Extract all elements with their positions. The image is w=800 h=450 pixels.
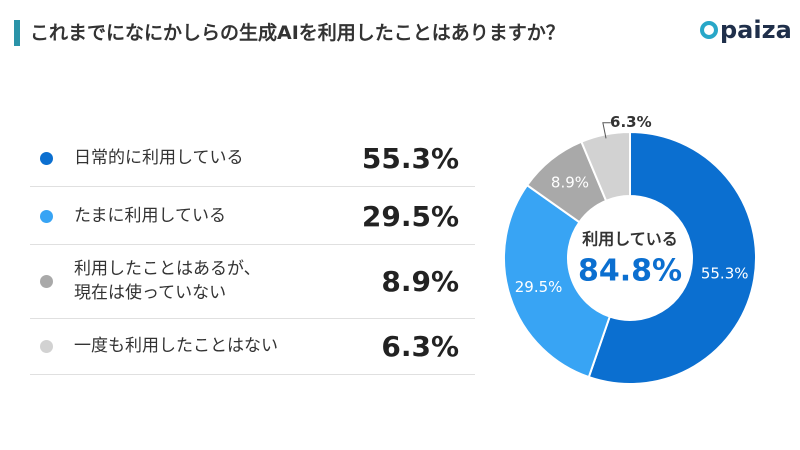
legend-row: たまに利用している 29.5% [30,188,475,245]
legend-row: 一度も利用したことはない 6.3% [30,318,475,375]
legend-value: 8.9% [381,264,459,298]
logo-text: paiza [720,16,792,44]
donut-slice [503,183,612,379]
logo-icon [700,21,718,39]
slice-label: 8.9% [551,174,589,192]
legend-label: 一度も利用したことはない [74,336,278,356]
legend-dot [40,274,53,288]
legend-value: 29.5% [361,199,459,233]
slice-label: 55.3% [701,264,749,282]
title-accent [14,20,20,46]
legend-dot [40,151,53,165]
legend-dot [40,339,53,353]
logo: paiza [700,16,792,44]
slice-label: 29.5% [515,278,563,296]
leader-line [602,122,611,139]
chart-title: これまでになにかしらの生成AIを利用したことはありますか？ [30,22,565,44]
legend-row: 日常的に利用している 55.3% [30,130,475,187]
legend-label: 利用したことはあるが、 現在は使っていない [74,259,261,303]
donut-slice [580,130,631,203]
center-text: 利用している [582,230,678,249]
legend-label: 日常的に利用している [74,148,244,168]
slice-label: 6.3% [610,113,652,131]
legend-row: 利用したことはあるが、 現在は使っていない 8.9% [30,244,475,319]
legend-label: たまに利用している [74,206,226,226]
legend-value: 55.3% [361,141,459,175]
legend-value: 6.3% [381,329,459,363]
legend-dot [40,209,53,223]
center-value: 84.8% [578,254,682,289]
